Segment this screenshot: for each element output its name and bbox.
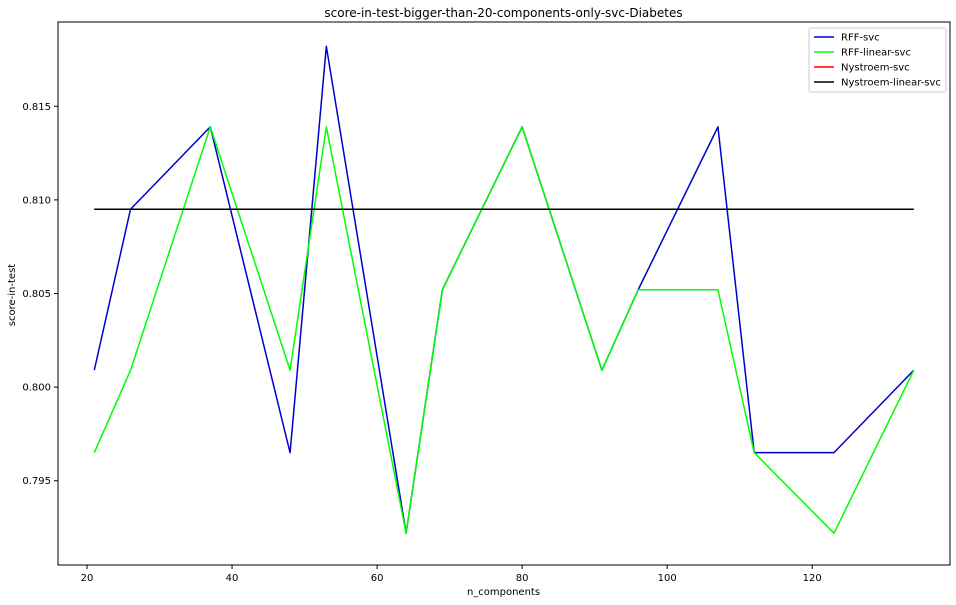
x-axis: 20 40 60 80 100 120 — [81, 565, 822, 584]
y-tick-label: 0.815 — [22, 102, 51, 113]
legend-label-rff-svc: RFF-svc — [841, 33, 880, 44]
x-tick-label: 120 — [803, 573, 822, 584]
series-line-rff-linear-svc — [93, 126, 915, 534]
x-tick-label: 80 — [516, 573, 529, 584]
legend-box — [808, 27, 947, 93]
legend: RFF-svc RFF-linear-svc Nystroem-svc Nystroe… — [808, 27, 947, 93]
y-tick-label: 0.810 — [22, 195, 51, 206]
x-tick-label: 40 — [226, 573, 239, 584]
x-tick-label: 20 — [81, 573, 94, 584]
series-layer — [93, 45, 915, 534]
x-axis-label: n_components — [467, 587, 540, 598]
legend-label-rff-linear-svc: RFF-linear-svc — [841, 48, 911, 59]
y-axis-label: score-in-test — [7, 264, 18, 326]
y-tick-label: 0.795 — [22, 476, 51, 487]
x-tick-label: 100 — [658, 573, 677, 584]
y-tick-label: 0.805 — [22, 289, 51, 300]
x-tick-label: 60 — [371, 573, 384, 584]
chart-title: score-in-test-bigger-than-20-components-… — [324, 6, 682, 20]
legend-label-nystroem-svc: Nystroem-svc — [841, 63, 910, 74]
y-tick-label: 0.800 — [22, 383, 51, 394]
legend-label-nystroem-linear-svc: Nystroem-linear-svc — [841, 78, 941, 89]
y-axis: 0.795 0.800 0.805 0.810 0.815 — [22, 102, 58, 487]
